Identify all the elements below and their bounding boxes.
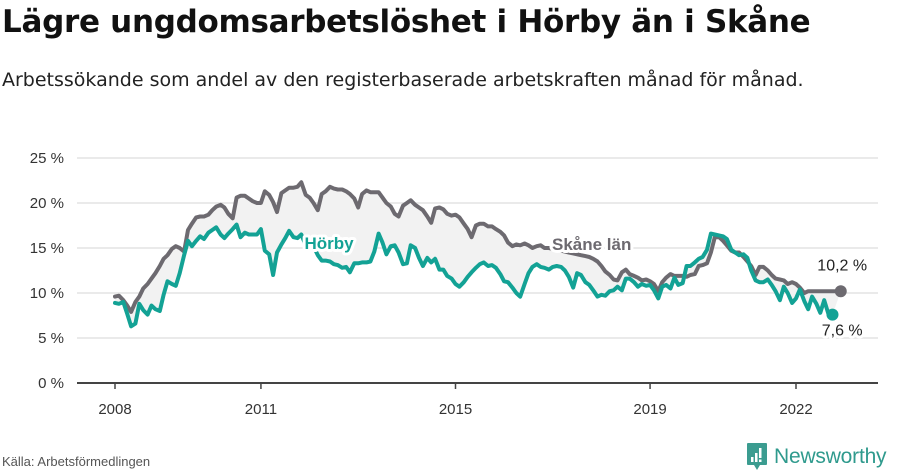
y-tick-label: 20 %	[30, 195, 64, 212]
bar-chart-speech-bubble-icon	[747, 443, 767, 470]
x-axis: 2008 2011 2015 2019 2022	[77, 382, 878, 418]
x-tick-label: 2008	[98, 401, 131, 418]
y-tick-label: 0 %	[38, 375, 64, 392]
horby-end-marker	[826, 308, 839, 321]
page-subtitle: Arbetssökande som andel av den registerb…	[2, 69, 804, 91]
series-label: Skåne län	[552, 235, 631, 254]
x-tick-label: 2019	[633, 401, 666, 418]
x-tick-label: 2011	[245, 401, 277, 418]
y-tick-label: 25 %	[30, 150, 64, 167]
series-label: Hörby	[304, 234, 354, 253]
x-tick-label: 2015	[439, 401, 472, 418]
newsworthy-logo: Newsworthy	[746, 442, 887, 472]
horby-line	[113, 222, 835, 329]
annotation-halo: 10,2 %	[817, 258, 867, 275]
gap-band	[115, 182, 841, 327]
y-tick-label: 15 %	[30, 240, 64, 257]
annotation-halo: 7,6 %	[822, 322, 863, 339]
y-tick-label: 10 %	[30, 285, 64, 302]
skane-end-marker	[834, 285, 847, 298]
chart-gridlines	[77, 157, 878, 339]
annotation-halo: Skåne län	[552, 235, 631, 254]
brand-name: Newsworthy	[774, 445, 887, 468]
y-axis-labels: 0 % 5 % 10 % 15 % 20 % 25 %	[30, 150, 64, 392]
skane-line	[113, 180, 843, 314]
annotation-halo: Hörby	[304, 234, 354, 253]
page-title: Lägre ungdomsarbetslöshet i Hörby än i S…	[2, 4, 811, 40]
x-tick-label: 2022	[779, 401, 812, 418]
last-value-label: 7,6 %	[822, 322, 863, 339]
source-note: Källa: Arbetsförmedlingen	[2, 454, 151, 469]
last-value-label: 10,2 %	[817, 258, 867, 275]
y-tick-label: 5 %	[38, 330, 64, 347]
